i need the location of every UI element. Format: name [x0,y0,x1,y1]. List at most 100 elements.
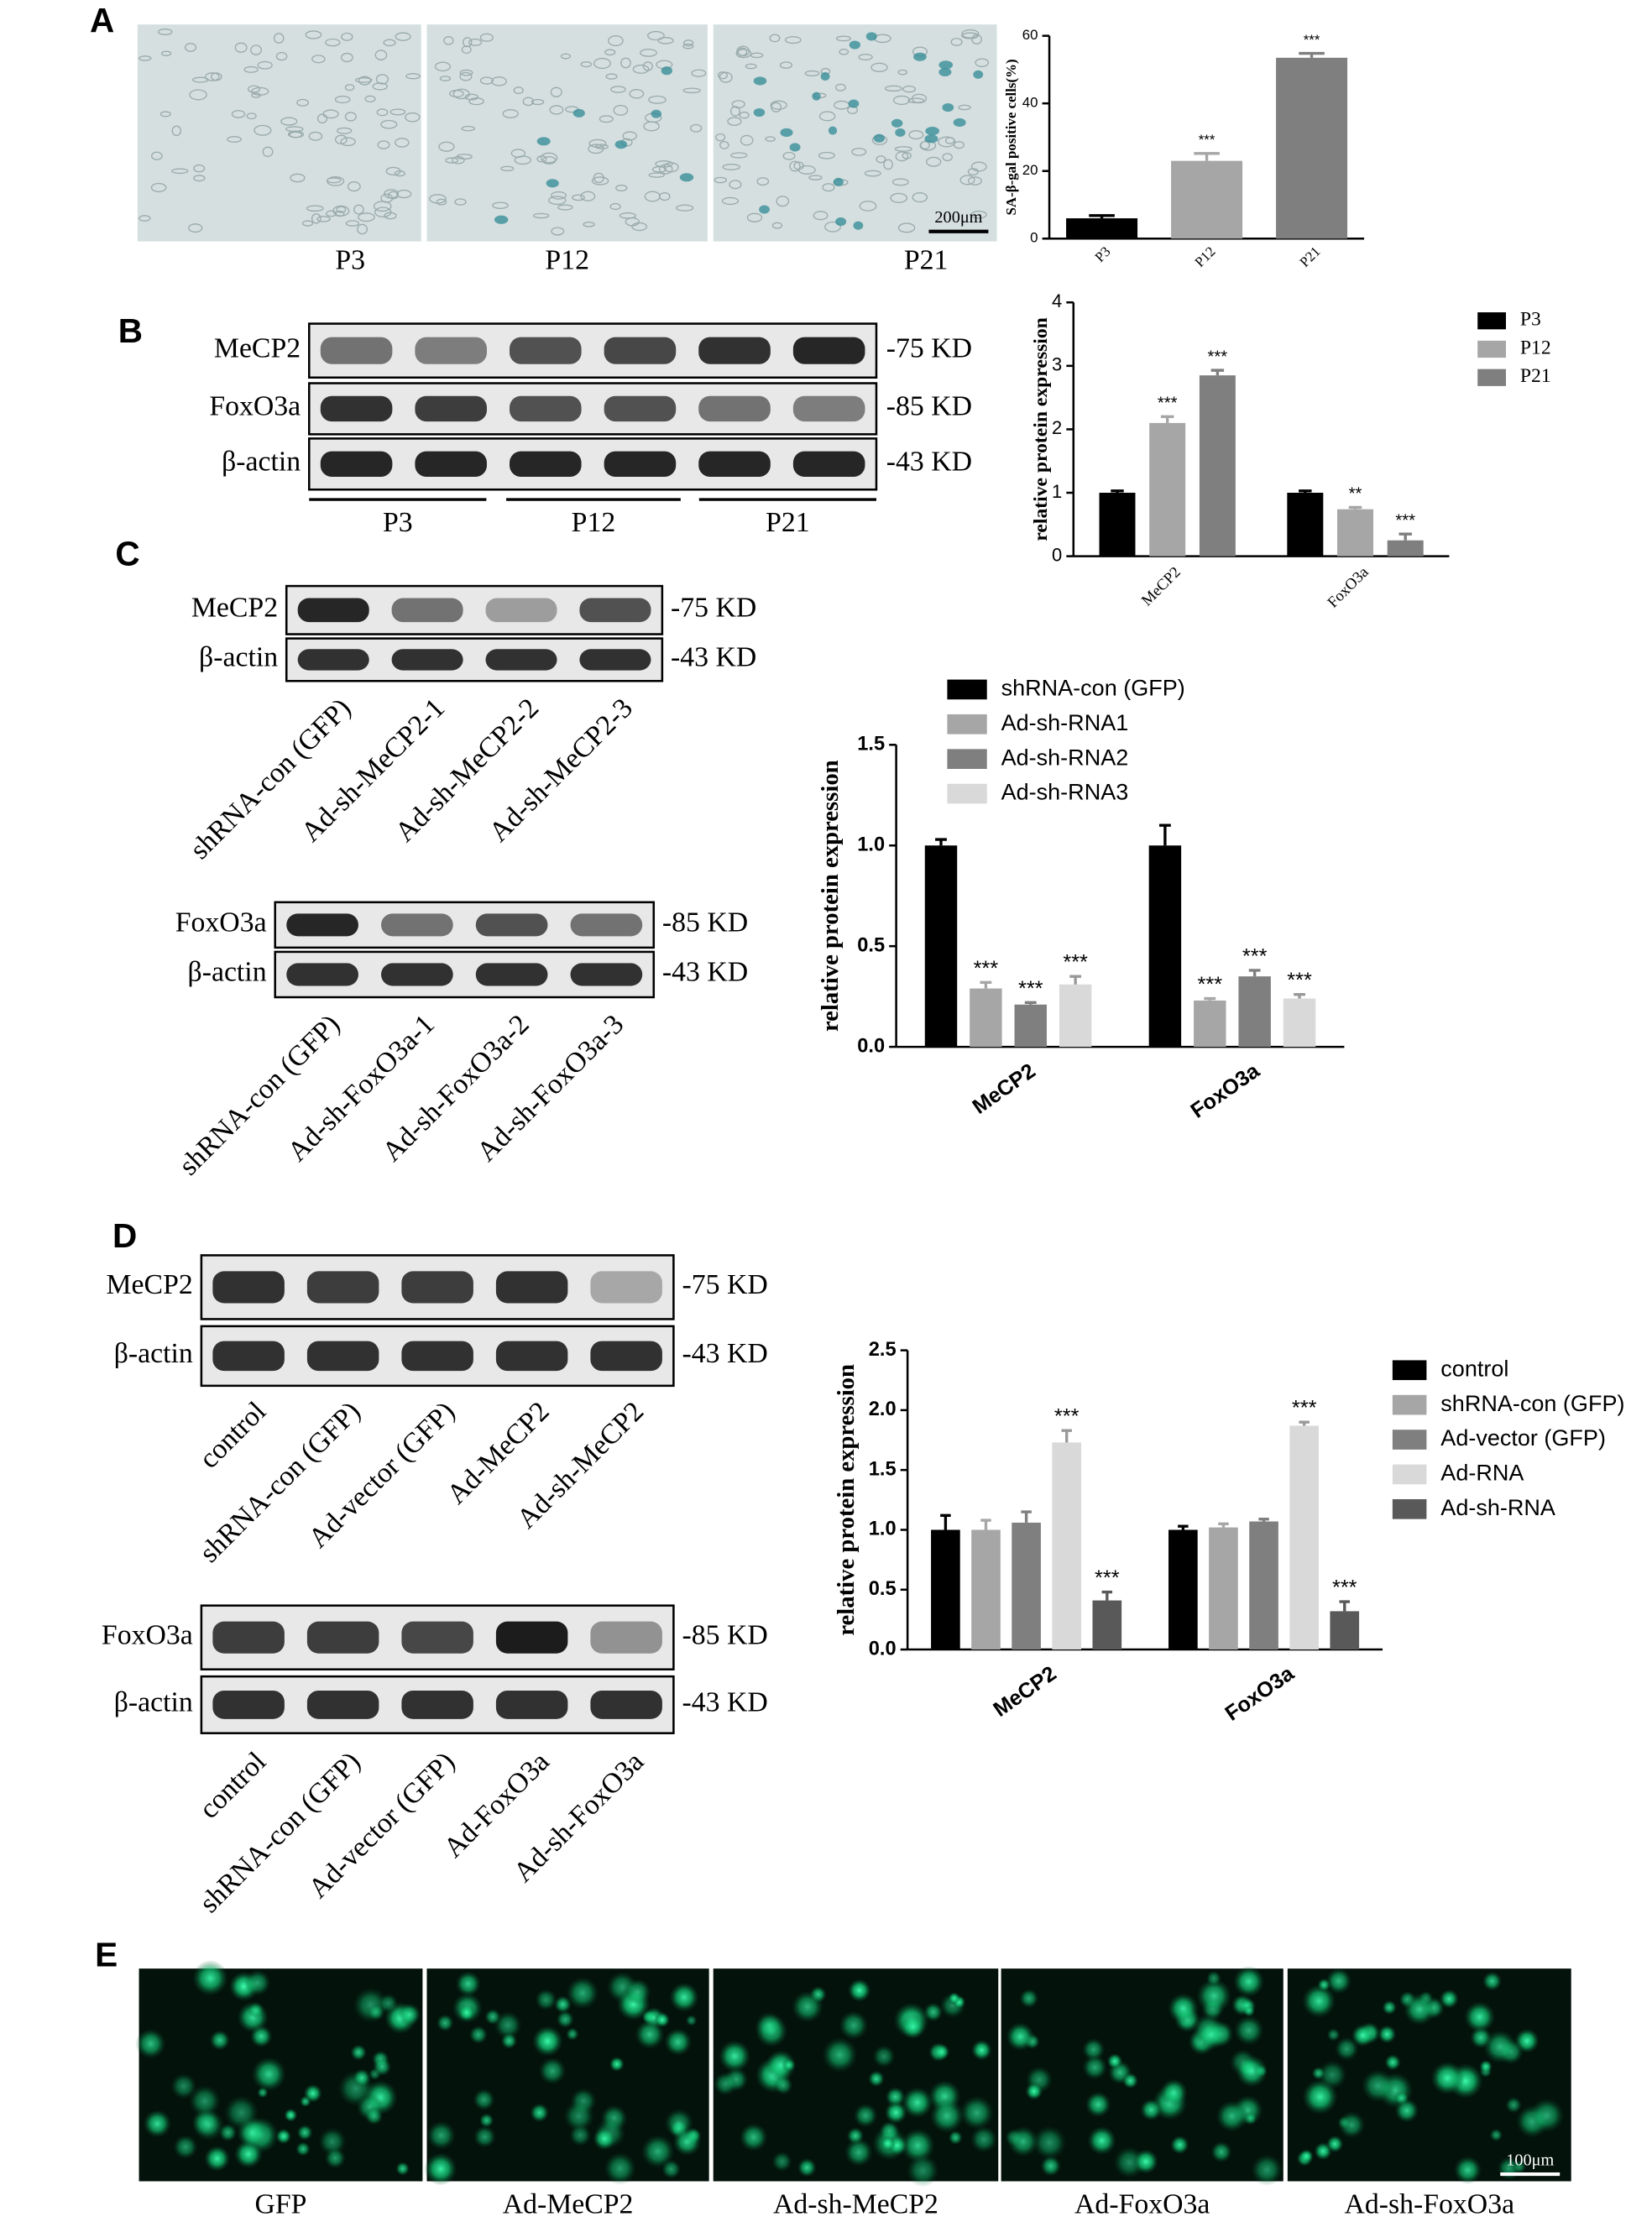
cell [818,111,836,122]
cell [599,115,614,123]
blot-band [495,1271,568,1304]
cell [262,146,274,158]
stained-cell [820,71,830,81]
bar [1387,540,1424,557]
error-bar [1299,489,1312,494]
significance-label: *** [1292,1397,1317,1420]
fluorescent-cell [1168,1993,1199,2025]
fluorescent-cell [455,1970,482,1997]
cell [380,119,398,129]
cell [813,211,829,221]
bar [1066,218,1138,239]
fluorescent-cell [1159,2078,1188,2107]
protein-label: MeCP2 [107,1269,193,1300]
bar [970,988,1002,1048]
error-bar [1348,505,1362,510]
fluorescent-cell [170,2073,197,2100]
micrograph-bg [713,24,997,242]
blot-band [212,1341,285,1372]
protein-label: β-actin [199,642,278,673]
fluorescent-cell [929,2098,965,2134]
cell [513,86,524,95]
stained-cell [938,60,954,70]
image-label: Ad-MeCP2 [503,2189,634,2220]
y-axis-label: relative protein expression [1030,317,1052,541]
stained-cell [925,127,940,136]
fluorescent-cell [1106,2052,1123,2070]
y-tick-label: 1.5 [857,734,885,755]
cell [818,151,835,159]
significance-label: *** [1158,394,1178,412]
fluorescent-cell [473,2088,495,2111]
y-axis-label: relative protein expression [833,1364,860,1636]
legend-label: shRNA-con (GFP) [1440,1391,1624,1416]
blot-band [698,337,771,364]
cell [445,157,459,164]
size-label: -43 KD [671,642,756,673]
significance-label: *** [1304,32,1320,48]
error-bar [1160,415,1174,423]
protein-label: β-actin [188,957,267,988]
fluorescent-cell [192,1960,228,1996]
fluorescent-cell [143,2109,172,2138]
fluorescent-cell [1325,1968,1352,1994]
fluorescence-image [713,1968,999,2188]
cell [647,30,665,41]
cell [970,210,987,219]
cell [959,175,975,186]
blot-band [698,451,771,478]
fluorescent-cell [424,2152,457,2186]
bar [1099,493,1136,557]
cell [551,191,567,200]
fluorescent-cell [1430,2061,1465,2095]
blot-band [401,1691,473,1719]
protein-label: FoxO3a [209,391,301,422]
cell [735,49,752,59]
x-tick-label: FoxO3a [1221,1661,1299,1726]
fluorescent-cell [1205,1970,1222,1986]
fluorescent-cell [822,2036,858,2073]
fluorescent-cell [685,2014,698,2026]
fluorescent-cell [531,2026,563,2057]
fluorescent-cell [885,2086,906,2108]
size-label: -75 KD [682,1269,768,1300]
fluorescent-cell [1210,2141,1232,2163]
group-label: P21 [766,507,810,538]
fluorescent-cell [970,2125,998,2153]
cell [615,184,628,192]
significance-label: *** [1054,1405,1080,1429]
fluorescent-cell [1463,2001,1496,2033]
cell [580,191,596,201]
blot-band [401,1271,473,1304]
y-tick-label: 2.5 [869,1339,897,1361]
blot-band [212,1621,285,1654]
cell [290,173,306,183]
cell [549,105,564,115]
cell [718,71,728,80]
fluorescent-cell [1325,2135,1344,2153]
scale-bar-label: 100μm [1506,2151,1554,2170]
cell [138,55,152,61]
bar [1330,1611,1360,1650]
fluorescent-cell [1196,1978,1232,2014]
cell [150,182,167,193]
x-tick-label: MeCP2 [989,1662,1060,1722]
blot-band [320,451,393,478]
cell [729,180,742,190]
fluorescent-cell [1232,1965,1265,1998]
cell [384,212,397,220]
blot-band [212,1691,285,1719]
image-label: Ad-FoxO3a [1074,2189,1210,2220]
fluorescent-cell [303,2083,322,2104]
cell [296,98,310,107]
fluorescent-cell [257,2087,269,2099]
stained-cell [753,107,766,118]
stained-cell [812,91,821,101]
fluorescent-cell [1489,2128,1503,2142]
fluorescent-cell [1302,2078,1338,2115]
fluorescent-cell [251,2057,287,2092]
cell [461,45,472,55]
cell [193,175,206,182]
bar [1052,1442,1082,1650]
cell [551,227,565,236]
